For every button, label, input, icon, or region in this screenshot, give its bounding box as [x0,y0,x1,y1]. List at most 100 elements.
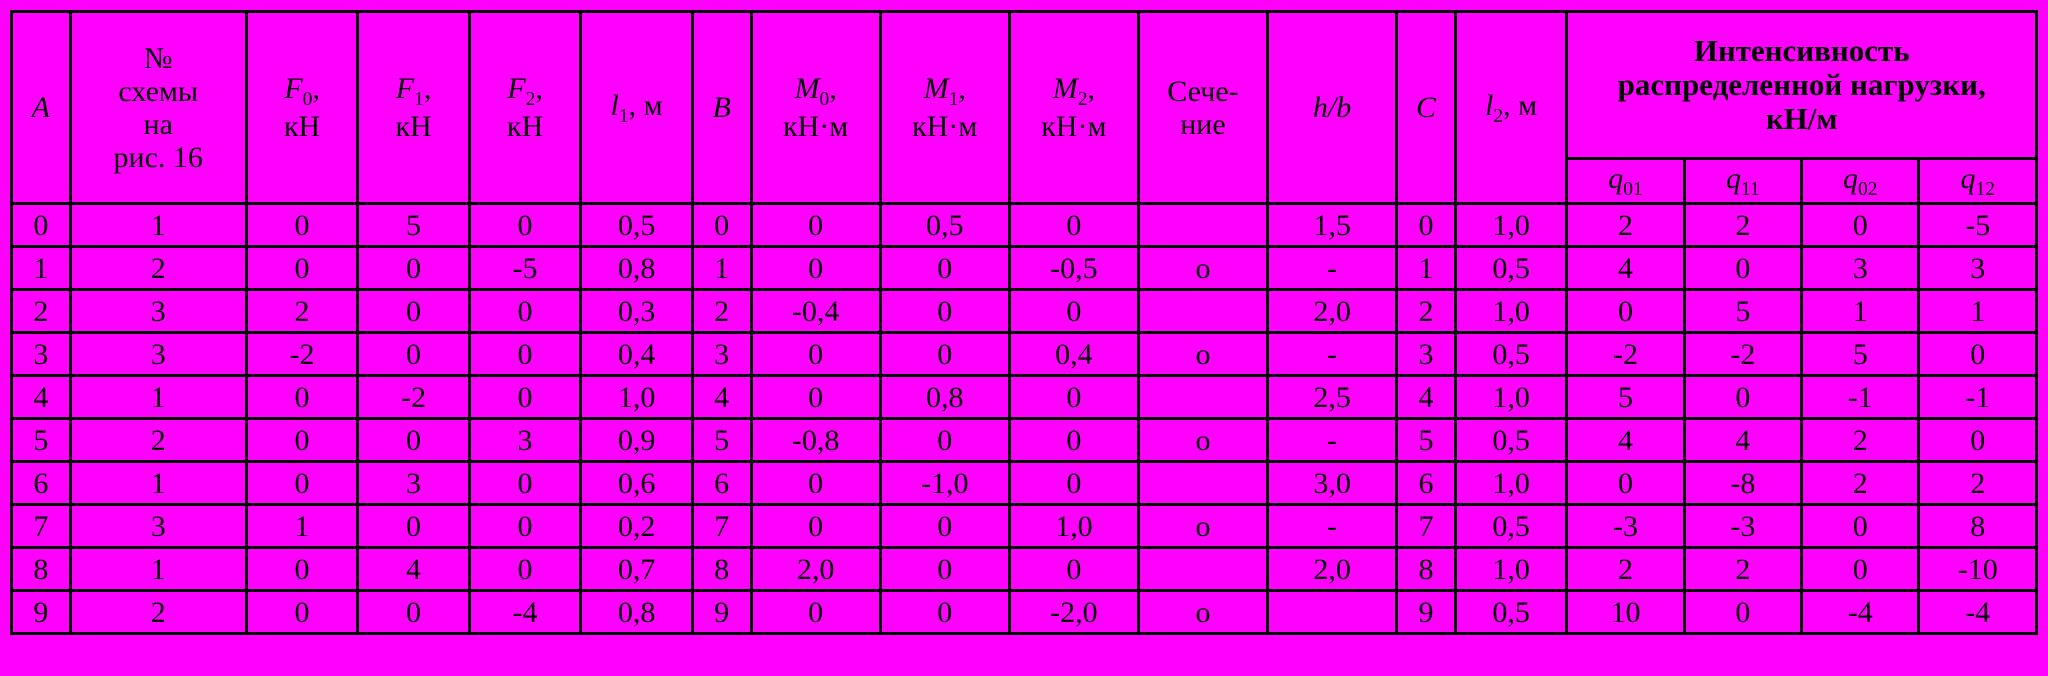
cell: 0,5 [1455,591,1567,634]
cell: 3 [70,290,246,333]
cell: 8 [1919,505,2037,548]
table-row: 520030,95-0,800о-50,54420 [12,419,2037,462]
cell: 9 [1397,591,1456,634]
cell: 0 [469,204,581,247]
cell: 3 [1802,247,1919,290]
table-row: 232000,32-0,4002,021,00511 [12,290,2037,333]
cell: 0 [1684,376,1801,419]
cell: 0 [1802,505,1919,548]
cell: 4 [692,376,751,419]
cell: 1,0 [1455,376,1567,419]
cell: 1,0 [1455,548,1567,591]
cell [1138,290,1267,333]
cell: 1,5 [1268,204,1397,247]
cell: - [1268,419,1397,462]
cell: -10 [1919,548,2037,591]
cell: 0 [1802,548,1919,591]
cell: 0 [246,247,358,290]
col-intensity: Интенсивностьраспределенной нагрузки,кН/… [1567,12,2037,159]
cell: 0,7 [581,548,693,591]
col-l1: l1, м [581,12,693,204]
col-C: C [1397,12,1456,204]
cell: - [1268,505,1397,548]
cell: 3 [358,462,470,505]
cell: 3 [1919,247,2037,290]
cell: -3 [1684,505,1801,548]
cell: 0 [880,548,1009,591]
cell: 8 [1397,548,1456,591]
cell: 1 [70,548,246,591]
cell: 0 [880,505,1009,548]
cell: -2 [246,333,358,376]
cell: 0 [1684,591,1801,634]
cell: 0 [1567,462,1684,505]
cell: 1 [70,204,246,247]
cell: 0 [1567,290,1684,333]
col-q11: q11 [1684,159,1801,204]
table-row: 33-2000,43000,4о-30,5-2-250 [12,333,2037,376]
cell: 1 [70,462,246,505]
cell: 0,5 [1455,419,1567,462]
cell: -5 [1919,204,2037,247]
cell: 6 [12,462,71,505]
cell: -4 [469,591,581,634]
cell: 8 [692,548,751,591]
cell: 0 [1802,204,1919,247]
cell: 0,5 [1455,505,1567,548]
cell: 1 [1802,290,1919,333]
cell: 0 [1397,204,1456,247]
cell: 0 [751,247,880,290]
cell: 0 [1919,333,2037,376]
col-F1: F1,кН [358,12,470,204]
cell: 5 [1802,333,1919,376]
cell: 5 [12,419,71,462]
col-M1: M1,кН·м [880,12,1009,204]
cell: 1,0 [1455,290,1567,333]
cell: 0 [469,376,581,419]
cell: 0,6 [581,462,693,505]
cell: -1 [1919,376,2037,419]
cell: 0,8 [581,591,693,634]
cell: -2,0 [1009,591,1138,634]
cell: 0 [880,419,1009,462]
cell: 9 [692,591,751,634]
cell: 0 [751,204,880,247]
cell: 5 [1684,290,1801,333]
cell: 1 [1919,290,2037,333]
cell: 0 [1009,462,1138,505]
cell: 3 [70,505,246,548]
col-q02: q02 [1802,159,1919,204]
col-F2: F2,кН [469,12,581,204]
cell: 1,0 [1009,505,1138,548]
cell: 0 [358,591,470,634]
col-q12: q12 [1919,159,2037,204]
cell: 7 [1397,505,1456,548]
cell: 1,0 [581,376,693,419]
cell: 0 [751,376,880,419]
cell: 5 [1397,419,1456,462]
cell: -3 [1567,505,1684,548]
cell: 2 [1567,548,1684,591]
cell: 0 [358,290,470,333]
cell: 2 [246,290,358,333]
cell: 2,0 [1268,290,1397,333]
cell: 3,0 [1268,462,1397,505]
cell: 2 [1919,462,2037,505]
col-M0: M0,кН·м [751,12,880,204]
cell: 0 [1684,247,1801,290]
cell: 0,2 [581,505,693,548]
cell: 3 [12,333,71,376]
table-row: 610300,660-1,003,061,00-822 [12,462,2037,505]
table-row: 731000,27001,0о-70,5-3-308 [12,505,2037,548]
cell: -0,8 [751,419,880,462]
cell: 0 [469,462,581,505]
cell: -5 [469,247,581,290]
cell: 0,8 [880,376,1009,419]
cell: 5 [358,204,470,247]
cell: 2 [12,290,71,333]
cell: 2 [1684,548,1801,591]
cell: 0 [1009,204,1138,247]
table-row: 010500,5000,501,501,0220-5 [12,204,2037,247]
cell: 0,5 [581,204,693,247]
cell: о [1138,247,1267,290]
